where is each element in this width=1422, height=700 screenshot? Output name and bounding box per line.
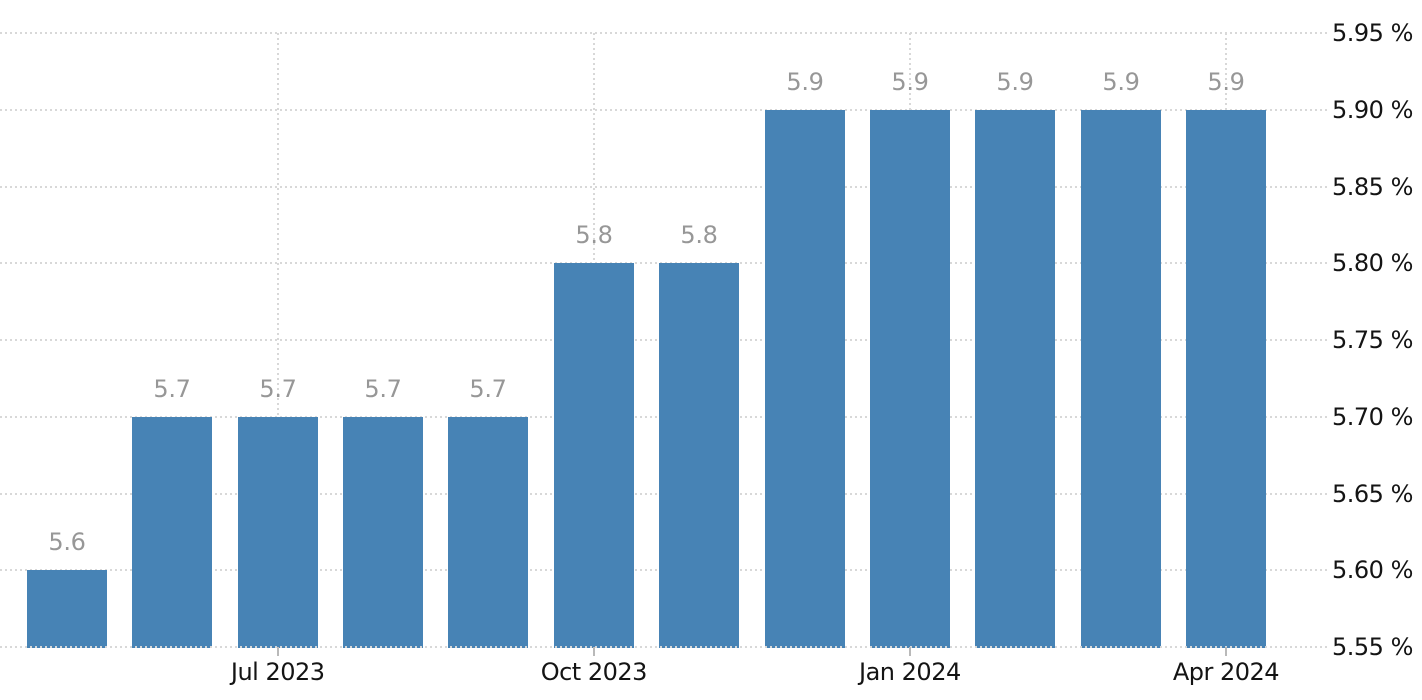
plot-area: Jul 2023 Oct 2023 Jan 2024 Apr 2024 5.6 5.7 5.… bbox=[0, 32, 1328, 686]
gridline-horizontal bbox=[0, 646, 1328, 648]
y-axis-tick-label: 5.95 % bbox=[1332, 19, 1413, 47]
x-axis-tick-mark bbox=[276, 647, 279, 656]
bar[interactable] bbox=[132, 417, 212, 648]
bar[interactable] bbox=[238, 417, 318, 648]
bar-value-label: 5.7 bbox=[469, 375, 507, 403]
bar[interactable] bbox=[343, 417, 423, 648]
x-axis-tick-mark bbox=[908, 647, 911, 656]
y-axis-tick-label: 5.90 % bbox=[1332, 95, 1413, 124]
gridline-horizontal bbox=[0, 32, 1328, 34]
bar[interactable] bbox=[448, 417, 528, 648]
bar[interactable] bbox=[1081, 110, 1161, 648]
bar[interactable] bbox=[554, 263, 634, 648]
bar-value-label: 5.8 bbox=[575, 221, 613, 249]
gridline-horizontal bbox=[0, 185, 1328, 188]
y-axis-tick-label: 5.55 % bbox=[1332, 633, 1413, 661]
bar[interactable] bbox=[659, 263, 739, 648]
bar-value-label: 5.7 bbox=[153, 375, 191, 403]
bar-value-label: 5.9 bbox=[1207, 68, 1245, 96]
bar-value-label: 5.9 bbox=[996, 68, 1034, 96]
bar-value-label: 5.9 bbox=[891, 68, 929, 96]
gridline-horizontal bbox=[0, 108, 1328, 111]
x-axis-tick-label: Jul 2023 bbox=[230, 658, 325, 686]
y-axis-tick-label: 5.70 % bbox=[1332, 402, 1413, 431]
y-axis-tick-label: 5.65 % bbox=[1332, 479, 1413, 508]
gridline-vertical bbox=[276, 33, 279, 647]
y-axis: 5.95 % 5.90 % 5.85 % 5.80 % 5.75 % 5.70 % 5.65… bbox=[1332, 0, 1422, 700]
y-axis-tick-label: 5.85 % bbox=[1332, 172, 1413, 201]
bar-value-label: 5.9 bbox=[786, 68, 824, 96]
bar[interactable] bbox=[27, 570, 107, 648]
y-axis-tick-label: 5.75 % bbox=[1332, 326, 1413, 354]
x-axis-tick-mark bbox=[592, 647, 595, 656]
bar[interactable] bbox=[870, 110, 950, 648]
y-axis-tick-label: 5.60 % bbox=[1332, 556, 1413, 585]
x-axis-tick-mark bbox=[1224, 647, 1227, 656]
x-axis-tick-label: Jan 2024 bbox=[859, 658, 961, 686]
bar[interactable] bbox=[765, 110, 845, 648]
x-axis-tick-label: Oct 2023 bbox=[540, 658, 648, 686]
bar-value-label: 5.7 bbox=[259, 375, 297, 403]
y-axis-tick-label: 5.80 % bbox=[1332, 249, 1413, 278]
x-axis-tick-label: Apr 2024 bbox=[1172, 658, 1280, 686]
bar[interactable] bbox=[975, 110, 1055, 648]
bar[interactable] bbox=[1186, 110, 1266, 648]
bar-value-label: 5.7 bbox=[364, 375, 402, 403]
bar-value-label: 5.9 bbox=[1102, 68, 1140, 96]
bar-value-label: 5.6 bbox=[48, 528, 86, 556]
bar-value-label: 5.8 bbox=[680, 221, 718, 249]
